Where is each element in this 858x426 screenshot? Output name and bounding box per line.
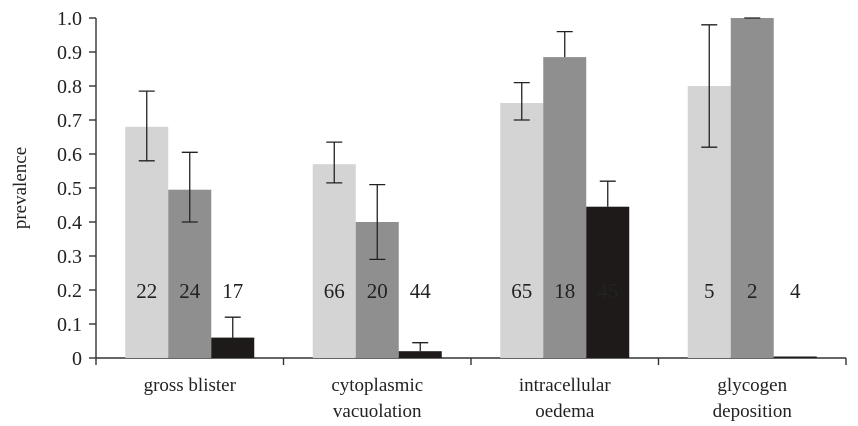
bar [543, 57, 587, 358]
error-bar [556, 30, 573, 58]
error-bar [224, 316, 241, 338]
category-labels: gross blister cytoplasmic vacuolation intra… [144, 375, 793, 422]
error-bar [701, 24, 718, 148]
y-tick-label: 0.7 [57, 110, 82, 132]
y-tick-label: 0.3 [57, 246, 82, 268]
y-tick-label: 0.2 [57, 280, 82, 302]
bar [773, 356, 817, 358]
bar [398, 351, 442, 358]
error-bar [181, 151, 198, 223]
sample-size-label: 24 [179, 279, 201, 303]
sample-size-label: 5 [704, 279, 715, 303]
sample-size-label: 18 [554, 279, 575, 303]
y-tick-label: 0.4 [57, 212, 82, 234]
y-axis-label: prevalence [10, 147, 31, 229]
sample-size-label: 45 [597, 279, 618, 303]
y-tick-label: 0.5 [57, 178, 82, 200]
category-label: oedema [535, 401, 595, 422]
bar [125, 126, 169, 358]
error-bars [138, 17, 761, 352]
bars [125, 18, 817, 358]
y-tick-label: 0.6 [57, 144, 82, 166]
bar [312, 164, 356, 358]
category-label: glycogen [717, 375, 787, 396]
category-label: intracellular [519, 375, 611, 396]
sample-size-label: 44 [410, 279, 432, 303]
sample-size-label: 66 [324, 279, 345, 303]
bar [730, 18, 774, 358]
y-tick-label: 1.0 [57, 8, 82, 30]
error-bar [412, 342, 429, 352]
sample-size-labels: 22 24 17 66 20 44 65 18 45 5 2 4 [136, 279, 801, 303]
sample-size-label: 4 [790, 279, 801, 303]
sample-size-label: 65 [511, 279, 532, 303]
error-bar [369, 183, 386, 261]
sample-size-label: 20 [367, 279, 388, 303]
category-label: vacuolation [333, 401, 422, 422]
y-tick-label: 0 [72, 348, 82, 370]
sample-size-label: 2 [747, 279, 758, 303]
y-tick-label: 0.8 [57, 76, 82, 98]
y-tick-label: 0.1 [57, 314, 82, 336]
y-tick-label: 0.9 [57, 42, 82, 64]
sample-size-label: 17 [222, 279, 243, 303]
category-label: deposition [713, 401, 793, 422]
error-bar [513, 81, 530, 121]
error-bar [326, 141, 343, 184]
error-bar [138, 90, 155, 162]
bar [211, 337, 255, 358]
category-label: cytoplasmic [331, 375, 423, 396]
bar [500, 103, 544, 358]
error-bar [599, 180, 616, 207]
bar [586, 206, 630, 358]
y-ticks: 0 0.1 0.2 0.3 0.4 0.5 0.6 0.7 0.8 0.9 1.0 [57, 8, 847, 370]
sample-size-label: 22 [136, 279, 157, 303]
category-label: gross blister [144, 375, 237, 396]
